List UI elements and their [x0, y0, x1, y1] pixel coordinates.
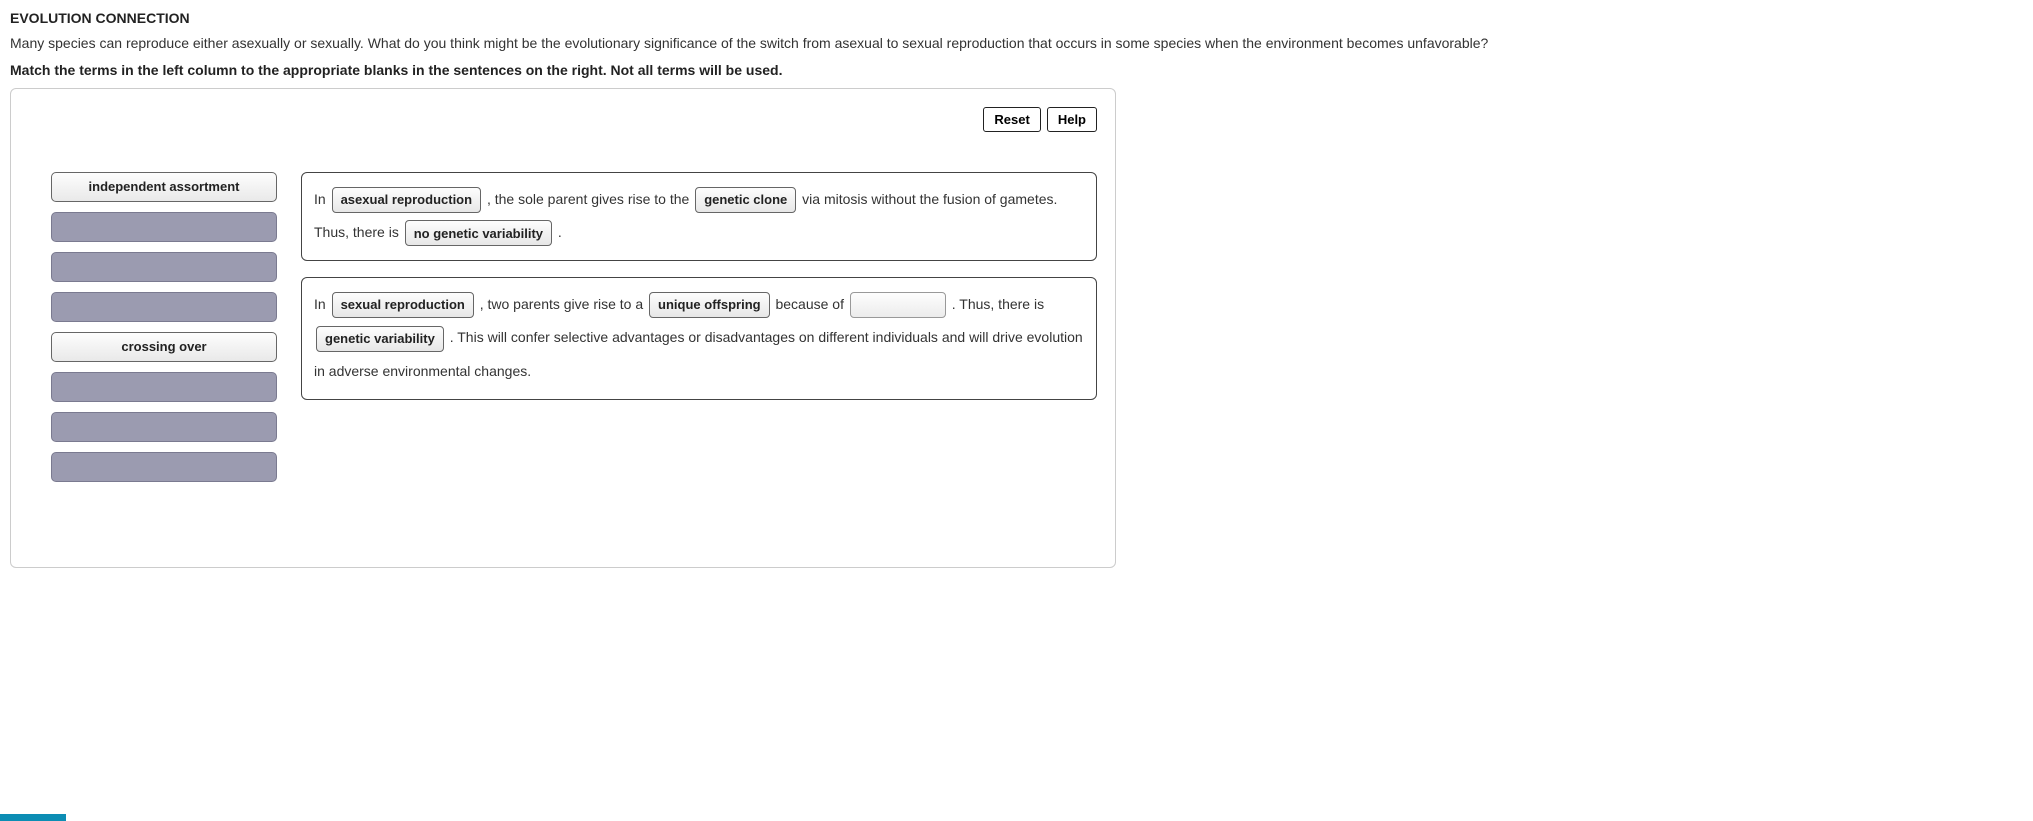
progress-bar	[0, 814, 66, 821]
sentence-text: , two parents give rise to a	[480, 296, 647, 312]
sentence-text: .	[558, 224, 562, 240]
section-title: EVOLUTION CONNECTION	[10, 10, 2023, 26]
term-used-slot[interactable]	[51, 292, 277, 322]
matching-workarea: Reset Help independent assortment crossi…	[10, 88, 1116, 568]
sentence-text: because of	[775, 296, 847, 312]
term-crossing-over[interactable]: crossing over	[51, 332, 277, 362]
question-prompt: Many species can reproduce either asexua…	[10, 34, 2023, 54]
toolbar: Reset Help	[29, 107, 1097, 132]
chip-sexual-reproduction[interactable]: sexual reproduction	[332, 292, 474, 318]
help-button[interactable]: Help	[1047, 107, 1097, 132]
term-used-slot[interactable]	[51, 452, 277, 482]
sentence-text: In	[314, 296, 330, 312]
chip-unique-offspring[interactable]: unique offspring	[649, 292, 770, 318]
terms-column: independent assortment crossing over	[29, 172, 277, 482]
term-used-slot[interactable]	[51, 212, 277, 242]
sentence-text: . Thus, there is	[952, 296, 1044, 312]
term-used-slot[interactable]	[51, 252, 277, 282]
empty-drop-slot[interactable]	[850, 292, 946, 318]
sentences-column: In asexual reproduction , the sole paren…	[301, 172, 1097, 400]
term-used-slot[interactable]	[51, 372, 277, 402]
chip-genetic-clone[interactable]: genetic clone	[695, 187, 796, 213]
instruction-text: Match the terms in the left column to th…	[10, 62, 2023, 78]
term-independent-assortment[interactable]: independent assortment	[51, 172, 277, 202]
chip-no-genetic-variability[interactable]: no genetic variability	[405, 220, 552, 246]
chip-genetic-variability[interactable]: genetic variability	[316, 326, 444, 352]
sentence-text: , the sole parent gives rise to the	[487, 191, 693, 207]
reset-button[interactable]: Reset	[983, 107, 1040, 132]
sentence-box-2: In sexual reproduction , two parents giv…	[301, 277, 1097, 400]
term-used-slot[interactable]	[51, 412, 277, 442]
chip-asexual-reproduction[interactable]: asexual reproduction	[332, 187, 481, 213]
sentence-text: In	[314, 191, 330, 207]
sentence-box-1: In asexual reproduction , the sole paren…	[301, 172, 1097, 261]
